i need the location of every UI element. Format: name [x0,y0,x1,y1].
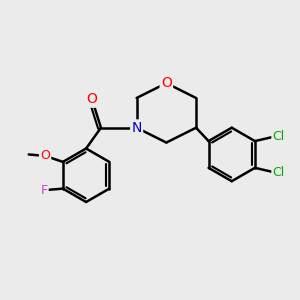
Text: O: O [87,92,98,106]
Text: N: N [131,121,142,135]
Text: O: O [40,149,50,162]
Text: Cl: Cl [273,130,285,143]
Text: O: O [161,76,172,90]
Text: Cl: Cl [273,166,285,179]
Text: F: F [40,184,47,196]
